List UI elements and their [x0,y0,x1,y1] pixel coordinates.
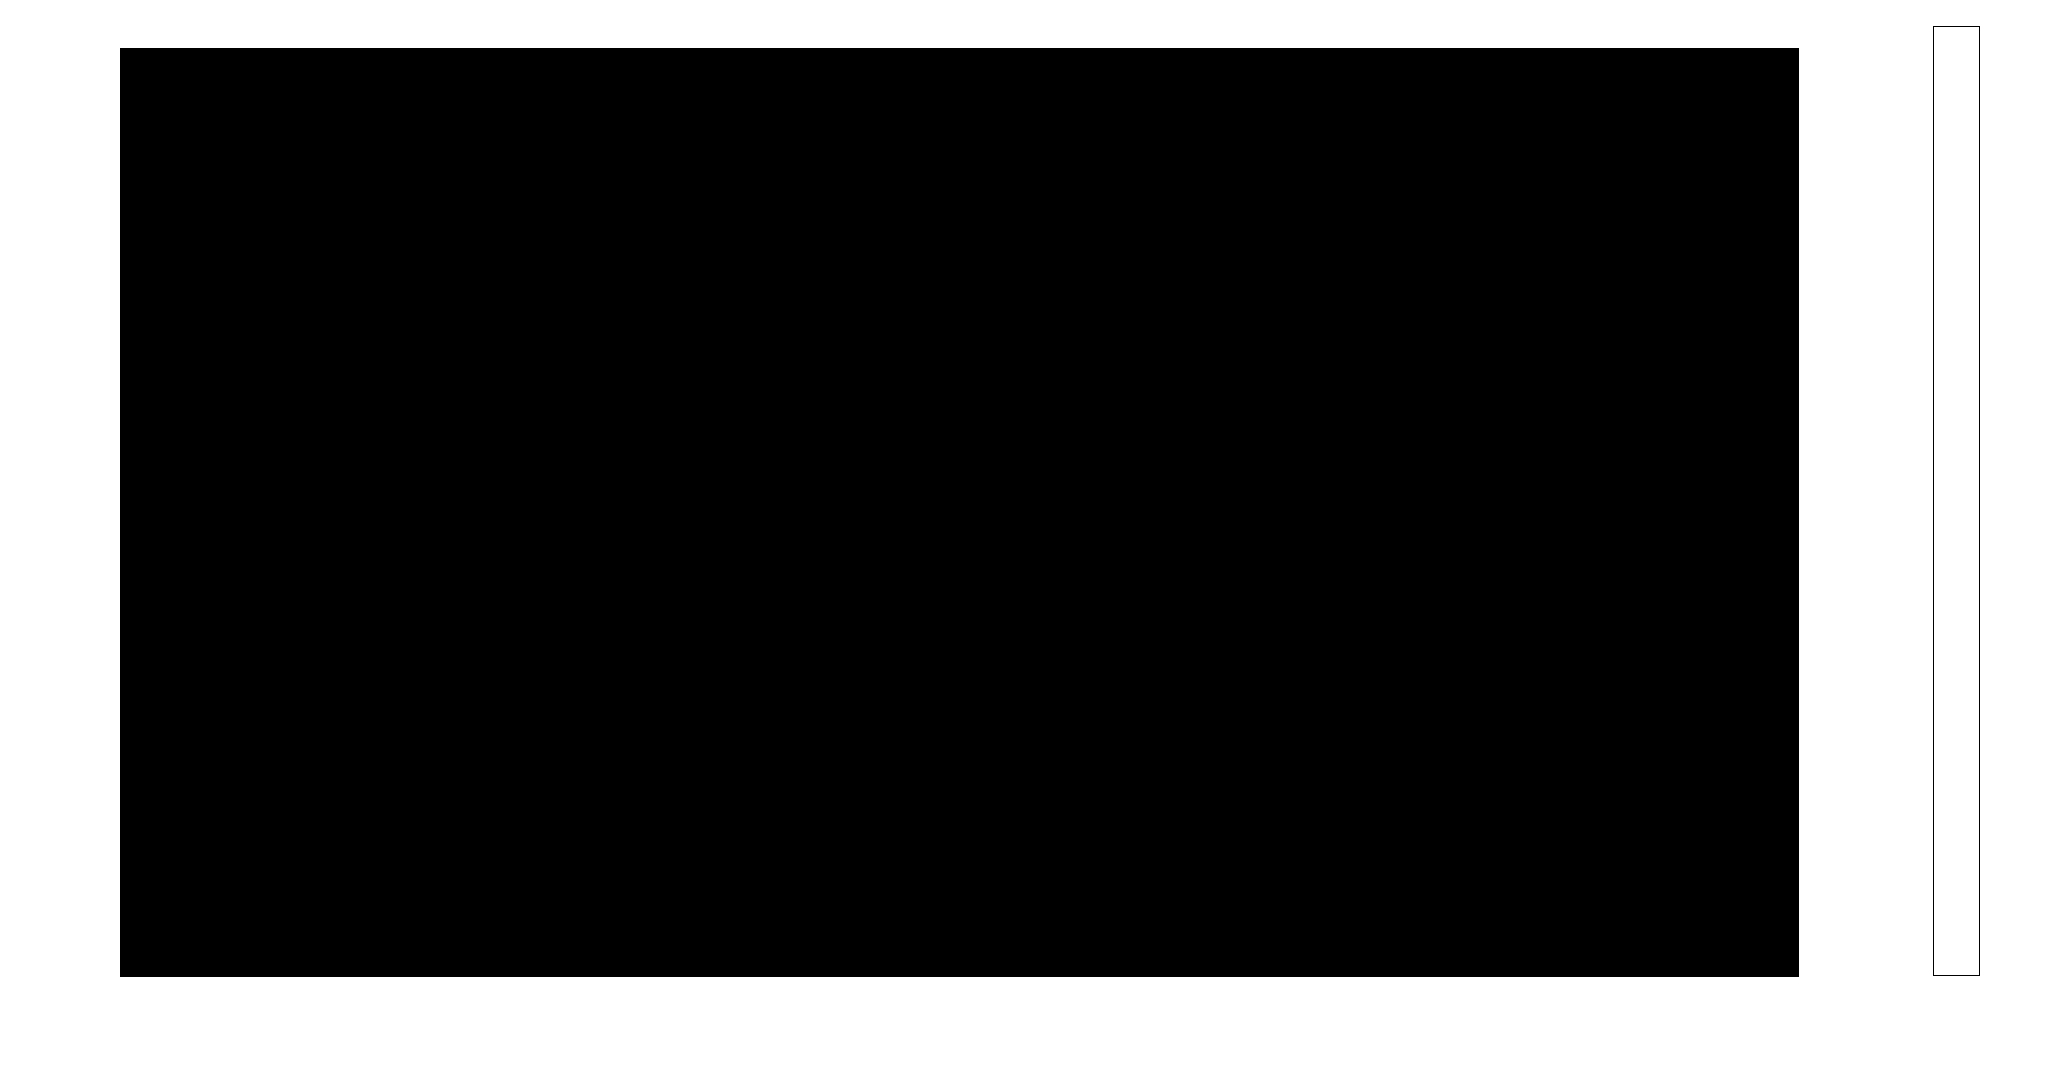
spectrogram-heatmap [120,48,1797,975]
colorbar-gradient [1934,27,1979,975]
colorbar [1932,25,1980,976]
plot-area [119,47,1799,977]
